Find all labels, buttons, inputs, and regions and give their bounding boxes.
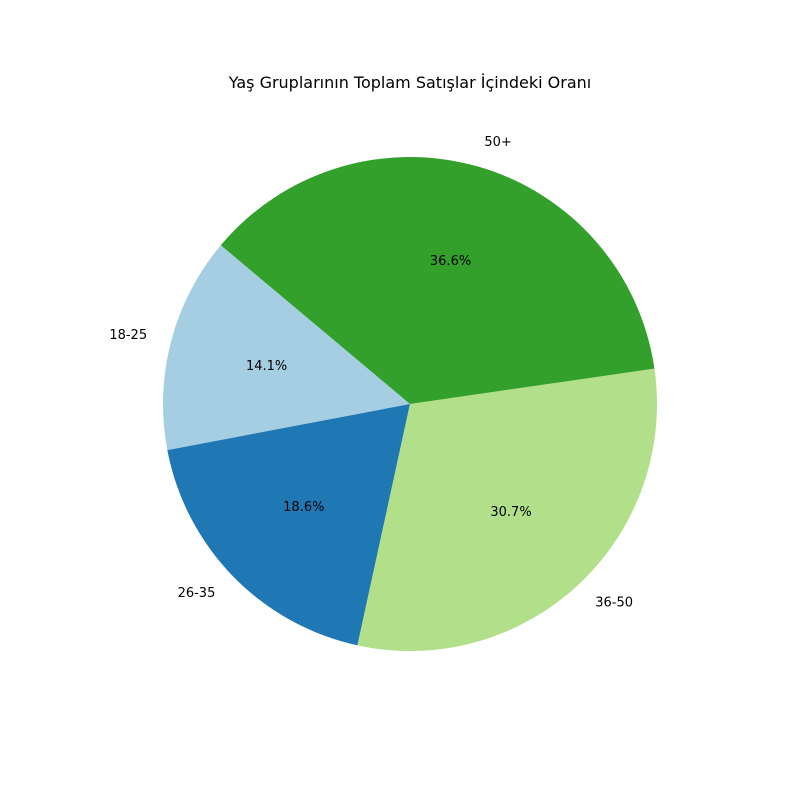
pie-slice-50+ <box>220 156 655 404</box>
chart-title: Yaş Gruplarının Toplam Satışlar İçindeki… <box>228 73 591 92</box>
slice-label-50+: 50+ <box>484 135 511 150</box>
slice-label-18-25: 18-25 <box>109 328 147 343</box>
pct-label-50+: 36.6% <box>430 254 471 269</box>
pie-slices <box>162 156 657 651</box>
slice-label-36-50: 36-50 <box>595 595 633 610</box>
slice-label-26-35: 26-35 <box>178 586 216 601</box>
pie-slice-26-35 <box>167 404 410 646</box>
pct-label-36-50: 30.7% <box>490 505 531 520</box>
pie-slice-18-25 <box>162 245 410 451</box>
pie-labels: 18-25 14.1% 26-35 18.6% 36-50 30.7% 50+ 36.6% <box>109 135 633 610</box>
pct-label-18-25: 14.1% <box>246 359 287 374</box>
pct-label-26-35: 18.6% <box>283 500 324 515</box>
pie-slice-36-50 <box>357 368 657 651</box>
